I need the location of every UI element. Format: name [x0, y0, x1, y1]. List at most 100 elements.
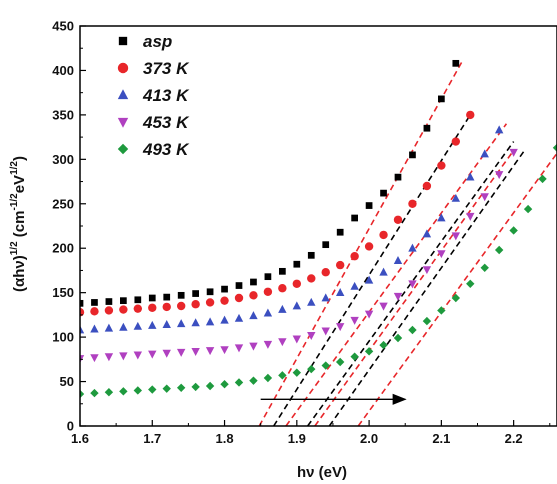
x-tick-label: 1.7 [143, 431, 161, 446]
data-point [119, 387, 128, 396]
data-point [292, 335, 302, 344]
data-point [552, 143, 557, 152]
data-point [91, 299, 98, 306]
data-point [292, 279, 302, 288]
data-point [307, 364, 316, 374]
data-point [176, 383, 186, 392]
data-point [191, 382, 200, 392]
data-point [494, 125, 504, 134]
data-point [293, 260, 301, 268]
data-point [220, 315, 229, 324]
y-axis-label-mid: (cm [11, 211, 28, 242]
data-point [321, 361, 330, 370]
data-point [466, 212, 475, 221]
data-point [351, 214, 358, 222]
data-point [480, 149, 489, 158]
data-point [162, 302, 171, 312]
data-point [438, 95, 445, 103]
axis-ticks: 1.6 1.7 1.8 1.9 2.0 2.1 2.2 0 50 100 150 200 250 300 3… [52, 19, 551, 446]
data-point [523, 204, 533, 214]
data-point [80, 308, 85, 317]
data-point [234, 293, 244, 303]
data-point [394, 173, 402, 181]
data-point [422, 229, 432, 238]
data-point [104, 388, 114, 397]
data-point [364, 347, 374, 356]
data-point [148, 350, 157, 359]
data-point [393, 292, 403, 301]
legend-marker [117, 89, 129, 100]
data-point [162, 384, 171, 393]
data-point [206, 288, 214, 296]
x-tick-label: 1.9 [288, 431, 306, 446]
data-point [278, 304, 287, 313]
data-point [134, 296, 142, 304]
data-point [162, 349, 171, 358]
data-point [249, 311, 258, 320]
data-point [322, 241, 330, 249]
data-point [379, 302, 388, 311]
data-point [176, 348, 186, 357]
data-point [292, 301, 302, 310]
data-point [451, 232, 461, 241]
data-point [451, 293, 461, 303]
fit-line [314, 149, 515, 426]
data-point [335, 357, 345, 367]
data-point [176, 301, 186, 311]
y-axis-label-mid2: eV [11, 175, 28, 193]
data-point [235, 282, 243, 289]
data-point [105, 298, 113, 305]
fit-line [357, 151, 557, 426]
data-point [90, 324, 99, 333]
data-point [191, 347, 200, 356]
data-point [263, 287, 273, 296]
data-point [90, 354, 99, 363]
data-point [220, 346, 229, 355]
legend-label: 373 K [143, 59, 190, 78]
y-axis-label-exp2: -1/2 [9, 193, 20, 211]
data-point [263, 373, 273, 383]
data-point [335, 323, 345, 332]
data-point [509, 226, 518, 235]
data-point [80, 299, 84, 307]
data-point [408, 280, 417, 289]
data-point [380, 189, 387, 197]
x-tick-label: 2.2 [505, 431, 523, 446]
data-point [234, 313, 244, 322]
data-point [335, 288, 345, 297]
data-point [249, 376, 258, 385]
data-point [451, 137, 461, 146]
data-point [133, 351, 143, 360]
y-axis-label: (αhν)1/2 (cm-1/2eV1/2) [9, 156, 28, 292]
x-tick-label: 2.0 [360, 431, 378, 446]
x-tick-label: 1.6 [71, 431, 89, 446]
data-point [452, 59, 460, 67]
y-tick-label: 0 [67, 419, 74, 434]
data-point [393, 333, 403, 343]
data-point [148, 303, 157, 312]
fit-line [273, 114, 471, 426]
data-point [104, 323, 114, 332]
data-point [90, 307, 99, 316]
data-point [423, 124, 431, 132]
y-tick-label: 450 [52, 19, 74, 34]
data-point [480, 263, 489, 272]
data-point [321, 293, 330, 302]
y-tick-label: 250 [52, 196, 74, 211]
data-point [205, 298, 215, 307]
data-point [307, 274, 316, 283]
data-point [177, 291, 185, 299]
data-point [350, 252, 359, 261]
data-point [466, 279, 475, 288]
data-point [250, 278, 257, 286]
data-point [494, 245, 504, 255]
data-point [409, 151, 416, 159]
data-point [249, 291, 258, 300]
data-point [221, 285, 228, 293]
data-point [104, 306, 114, 315]
fit-line [258, 59, 464, 426]
data-point [162, 320, 171, 329]
data-point [364, 242, 374, 251]
data-point [278, 284, 287, 293]
data-point [364, 275, 374, 284]
